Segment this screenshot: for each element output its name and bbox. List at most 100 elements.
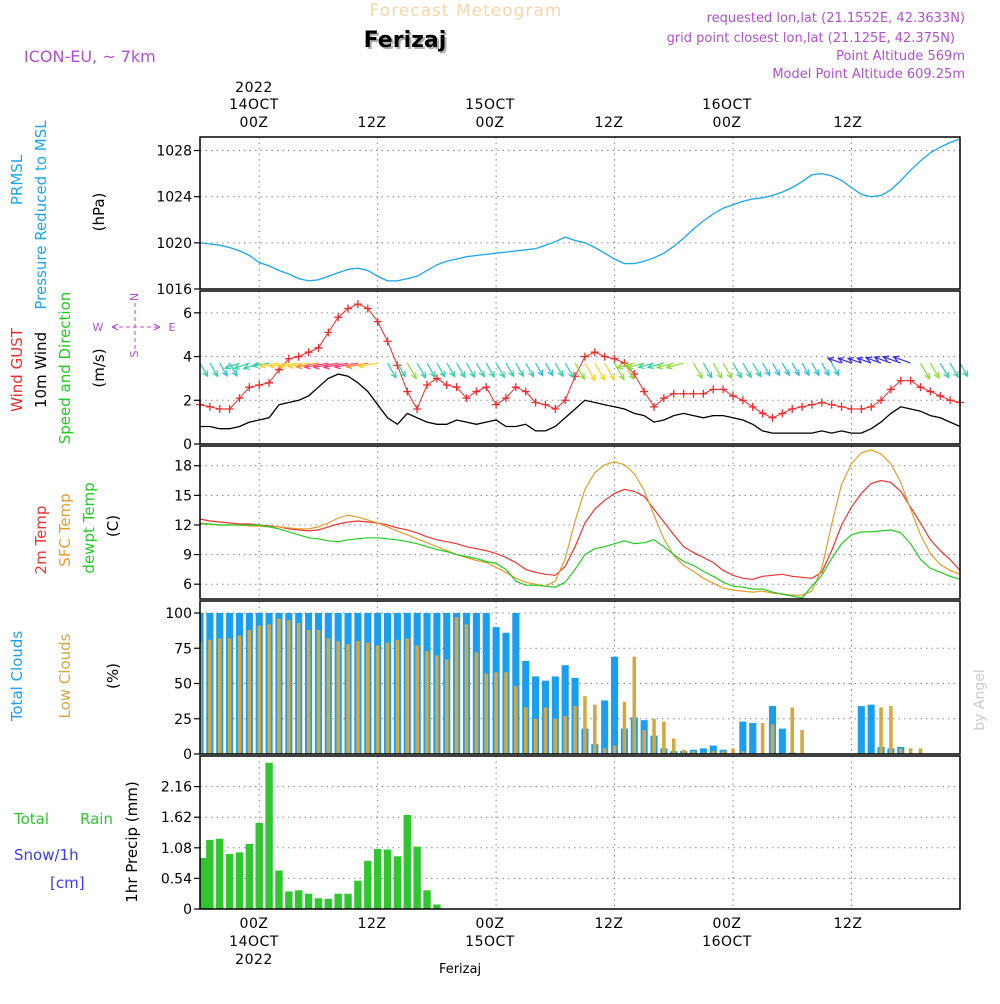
low-cloud-bar — [602, 748, 607, 754]
y-tick-label: 0 — [183, 437, 192, 453]
low-cloud-bar — [464, 624, 469, 754]
gust-marker — [738, 396, 747, 405]
gust-marker — [482, 383, 491, 392]
rain-bar — [403, 814, 411, 909]
gust-marker — [472, 387, 481, 396]
panel-frame — [199, 445, 961, 600]
y-tick-label: 100 — [165, 606, 192, 622]
rain-bar — [245, 843, 254, 909]
requested-coords: requested lon,lat (21.1552E, 42.3633N) — [707, 11, 965, 26]
bottom-day-label-2: 15OCT — [465, 934, 515, 950]
wind-direction-arrow-icon — [251, 362, 270, 369]
total-cloud-bar — [749, 722, 757, 754]
rain-bar — [383, 849, 392, 909]
gust-marker — [837, 402, 846, 411]
panel-frame — [199, 600, 961, 755]
gust-marker — [314, 343, 323, 352]
low-cloud-bar — [642, 730, 646, 754]
compass-east: E — [169, 321, 176, 334]
gust-marker — [304, 348, 313, 357]
y-tick-label: 1028 — [156, 144, 192, 160]
gust-marker — [709, 385, 718, 394]
bottom-hour-label: 12Z — [834, 916, 863, 932]
rain-bar — [354, 880, 362, 909]
total-cloud-bar — [610, 656, 619, 754]
total-cloud-bar — [512, 613, 520, 754]
gust-marker — [462, 394, 471, 403]
pressure-line — [199, 138, 961, 282]
gust-marker — [630, 370, 639, 379]
compass-north: N — [128, 293, 141, 301]
bottom-hour-label: 00Z — [240, 916, 269, 932]
y-tick-label: 1016 — [156, 282, 192, 298]
wind-direction-arrow-icon — [771, 362, 781, 377]
gust-marker — [265, 378, 274, 387]
total-cloud-bar — [867, 704, 875, 754]
gust-marker — [807, 400, 816, 409]
gust-marker — [423, 380, 432, 389]
gust-marker — [245, 383, 254, 392]
top-day-label-3: 16OCT — [702, 97, 752, 113]
gust-marker — [936, 391, 945, 400]
low-cloud-bar — [287, 620, 291, 754]
low-cloud-bar — [593, 704, 597, 754]
gust-marker — [659, 394, 668, 403]
low-cloud-bar — [217, 638, 222, 754]
plot-area: 1016 1020 1024 1028 0 2 4 6 6 9 12 15 18 0 25 50 75 100 0 0… — [156, 136, 969, 918]
gust-marker — [432, 374, 441, 383]
rain-bar — [285, 891, 293, 909]
low-cloud-bar — [227, 638, 232, 754]
low-cloud-bar — [583, 696, 587, 754]
wind-direction-arrow-icon — [456, 362, 466, 379]
precip-snow-unit: [cm] — [50, 874, 85, 892]
gust-marker — [600, 352, 609, 361]
low-cloud-bar — [405, 638, 410, 754]
gust-marker — [344, 304, 353, 313]
wind-direction-arrow-icon — [881, 355, 902, 364]
wind-direction-arrow-icon — [837, 357, 852, 364]
wind-direction-arrow-icon — [722, 362, 733, 380]
model-label: ICON-EU, ~ 7km — [24, 47, 156, 66]
gust-marker — [511, 383, 520, 392]
top-hour-label: 12Z — [834, 115, 863, 131]
gust-marker — [610, 354, 619, 363]
gust-marker — [689, 389, 698, 398]
low-cloud-bar — [494, 672, 498, 754]
model-altitude: Model Point Altitude 609.25m — [772, 67, 965, 82]
y-tick-label: 18 — [174, 459, 192, 475]
wind-direction-arrow-icon — [742, 362, 752, 379]
gust-marker — [501, 394, 510, 403]
rain-bar — [265, 762, 273, 909]
gust-marker — [877, 396, 886, 405]
total-cloud-bar — [699, 748, 707, 754]
total-cloud-bar — [857, 706, 865, 754]
wind-direction-arrow-icon — [209, 362, 219, 378]
gust-marker — [827, 400, 836, 409]
gust-marker — [748, 402, 757, 411]
y-tick-label: 50 — [174, 677, 192, 693]
gust-marker — [413, 405, 422, 414]
low-cloud-bar — [435, 655, 439, 754]
wind-direction-arrow-icon — [485, 362, 495, 379]
wind-direction-arrow-icon — [322, 362, 349, 370]
low-cloud-bar — [346, 644, 350, 754]
wind-direction-arrow-icon — [396, 362, 406, 378]
wind-direction-arrow-icon — [811, 362, 820, 377]
wind-direction-arrow-icon — [436, 362, 446, 378]
wind-direction-arrow-icon — [268, 362, 289, 369]
low-cloud-bar — [731, 748, 735, 754]
gust-marker — [521, 387, 530, 396]
low-cloud-bar — [257, 625, 261, 754]
gust-marker — [215, 405, 224, 414]
low-cloud-bar — [681, 749, 686, 754]
wind-direction-arrow-icon — [465, 362, 476, 379]
wind-direction-arrow-icon — [386, 362, 397, 379]
low-cloud-bar — [385, 642, 390, 754]
gust-marker — [768, 413, 777, 422]
wind-direction-arrow-icon — [357, 362, 378, 369]
gust-marker — [363, 304, 372, 313]
low-cloud-bar — [237, 635, 242, 754]
wind-direction-arrow-icon — [406, 362, 417, 380]
rain-bar — [255, 822, 263, 909]
